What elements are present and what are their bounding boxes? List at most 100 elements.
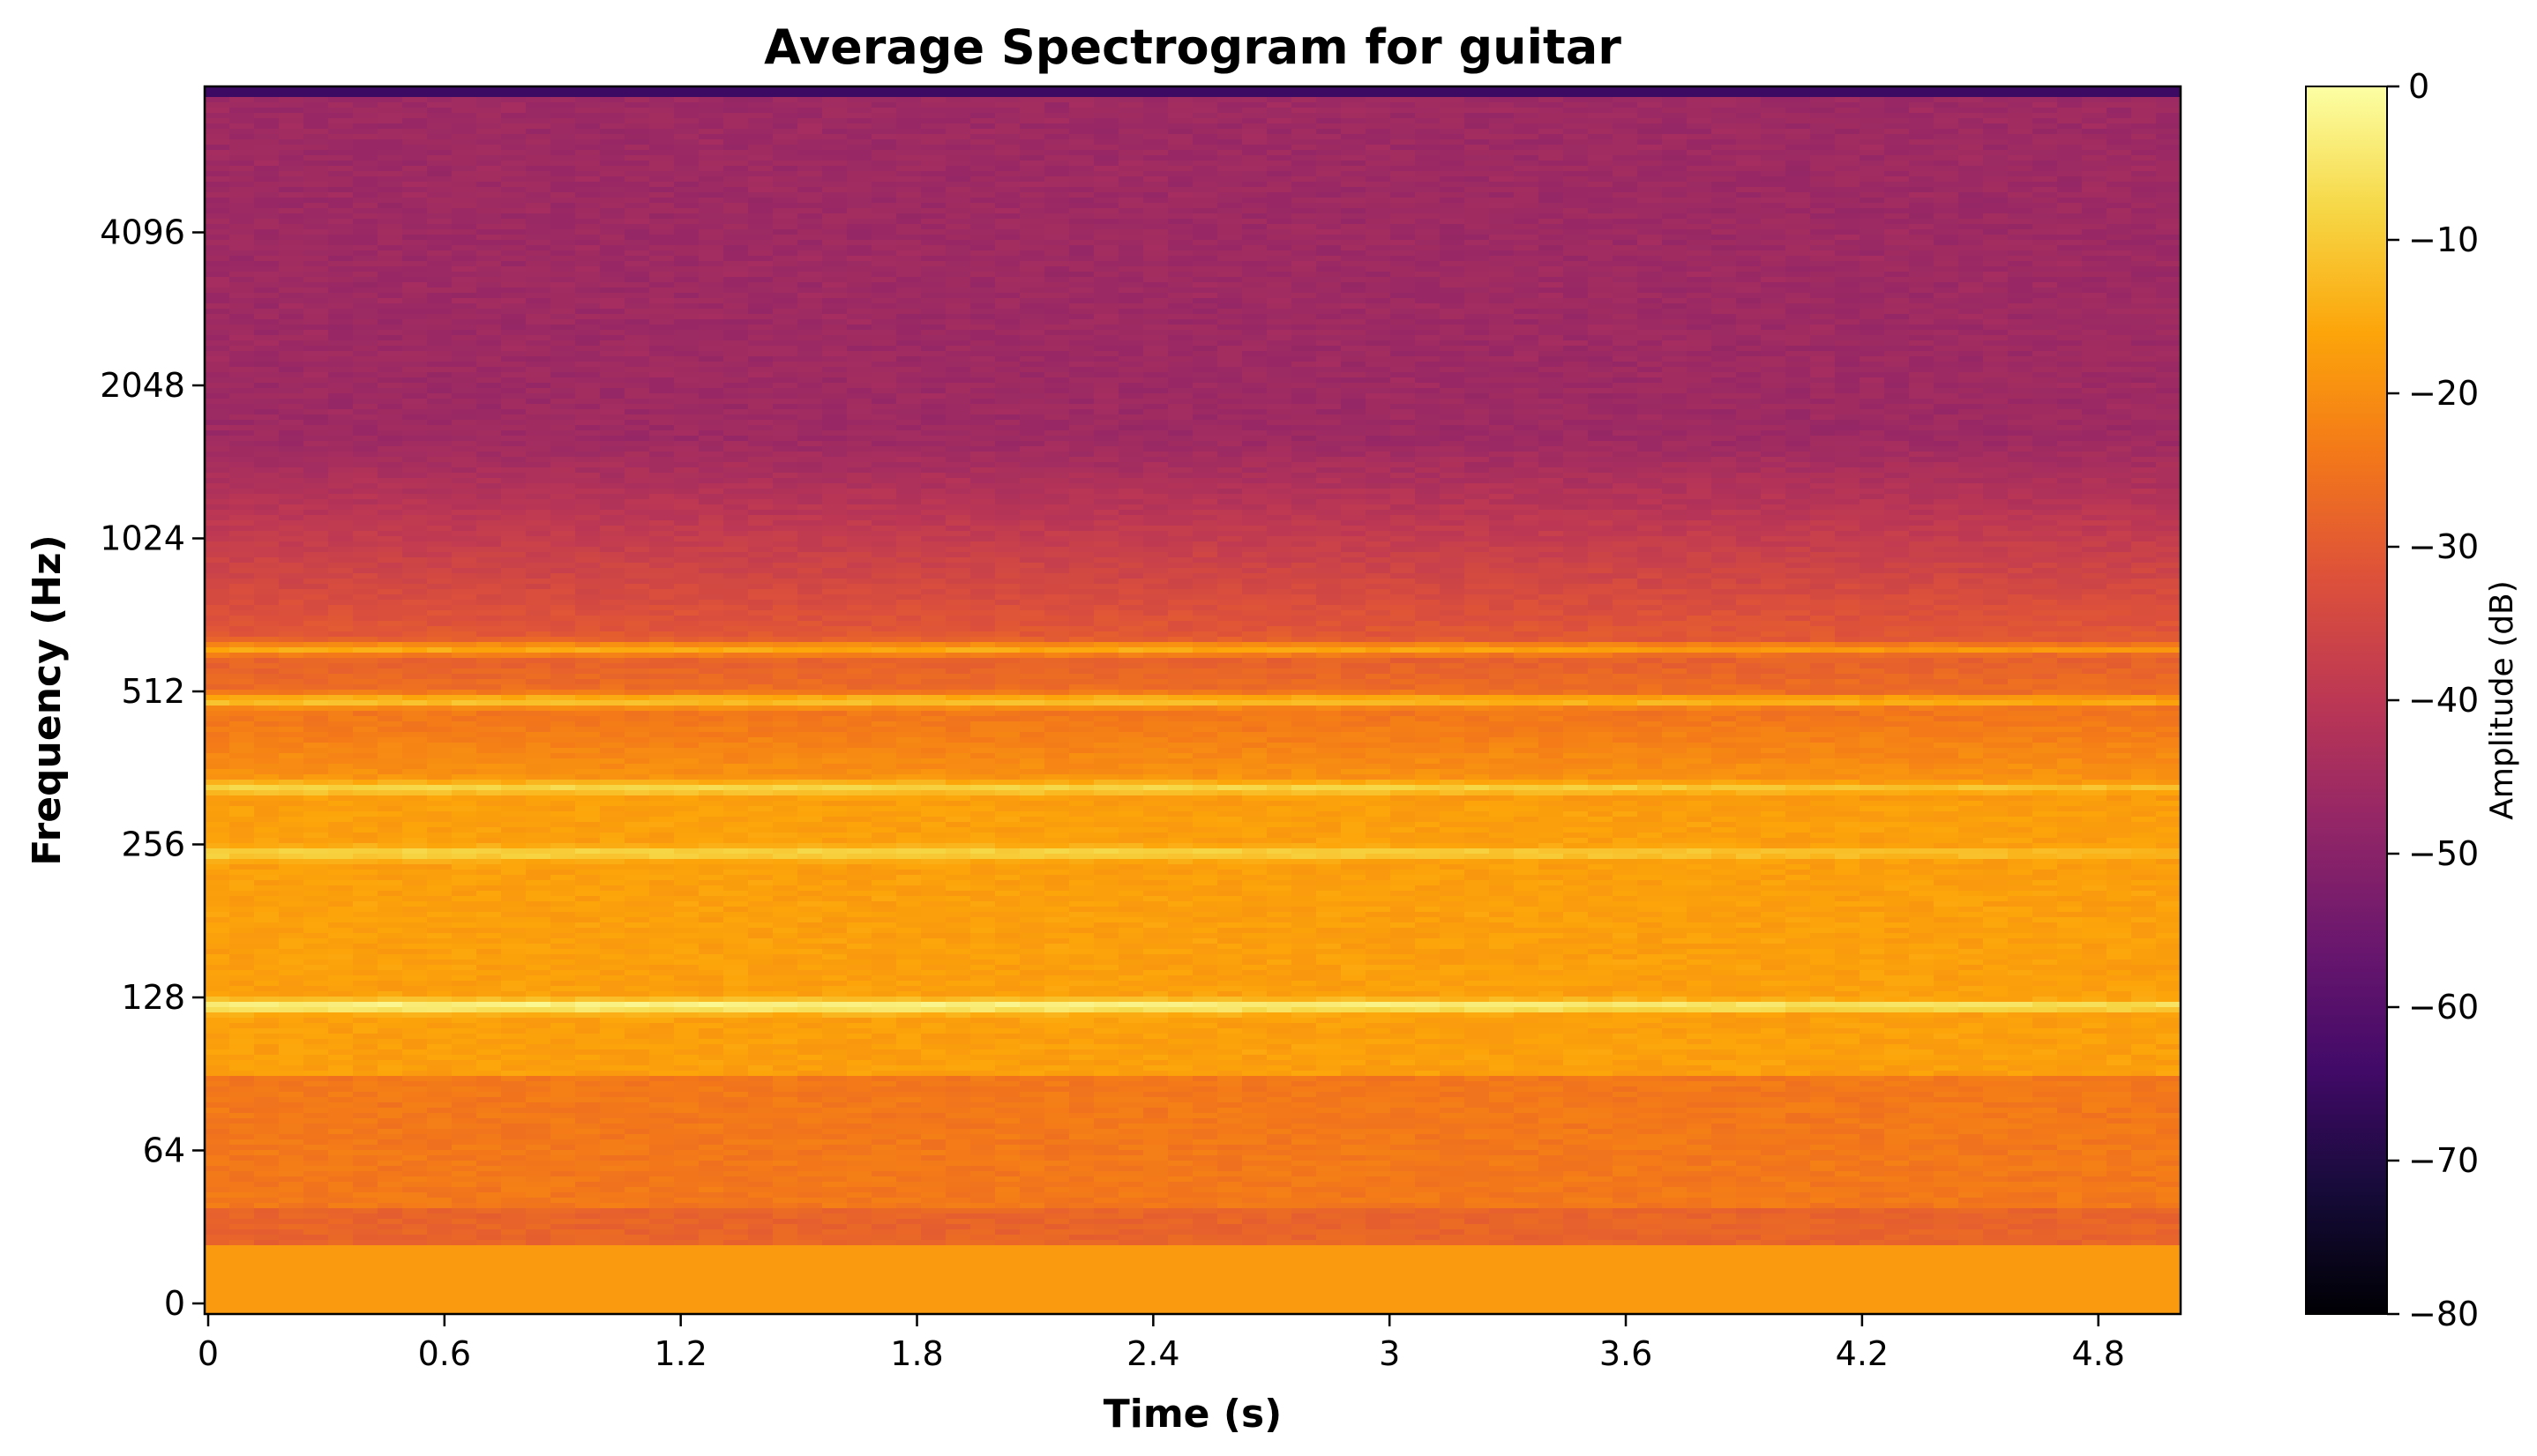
heatmap-cell	[1588, 383, 1613, 389]
heatmap-cell	[279, 118, 304, 124]
heatmap-cell	[1662, 224, 1688, 230]
heatmap-cell	[773, 235, 798, 241]
heatmap-cell	[550, 213, 576, 220]
heatmap-cell	[896, 346, 922, 352]
heatmap-cell	[1934, 108, 1959, 114]
heatmap-cell	[1637, 113, 1663, 119]
heatmap-cell	[1464, 356, 1490, 362]
heatmap-cell	[797, 293, 823, 299]
heatmap-cell	[2131, 171, 2157, 177]
heatmap-cell	[699, 346, 724, 352]
heatmap-cell	[1637, 208, 1663, 214]
heatmap-cell	[427, 393, 453, 399]
heatmap-cell	[1934, 346, 1959, 352]
heatmap-cell	[1637, 192, 1663, 198]
heatmap-cell	[1637, 129, 1663, 135]
heatmap-cell	[970, 166, 996, 172]
heatmap-cell	[1588, 388, 1613, 394]
heatmap-cell	[1637, 92, 1663, 98]
heatmap-cell	[1909, 351, 1935, 357]
heatmap-cell	[353, 102, 378, 108]
heatmap-cell	[896, 303, 922, 310]
heatmap-cell	[2156, 134, 2181, 140]
heatmap-cell	[1415, 330, 1441, 336]
heatmap-cell	[1366, 383, 1391, 389]
heatmap-cell	[2057, 134, 2083, 140]
heatmap-cell	[2107, 97, 2132, 103]
heatmap-cell	[526, 166, 551, 172]
heatmap-cell	[699, 287, 724, 294]
heatmap-cell	[353, 325, 378, 331]
heatmap-cell	[229, 256, 255, 262]
heatmap-cell	[550, 256, 576, 262]
heatmap-cell	[1020, 208, 1045, 214]
heatmap-cell	[254, 213, 280, 220]
heatmap-cell	[1316, 356, 1342, 362]
heatmap-cell	[1687, 266, 1712, 273]
heatmap-cell	[1316, 171, 1342, 177]
heatmap-cell	[1193, 139, 1218, 146]
heatmap-cell	[328, 414, 354, 421]
heatmap-cell	[1909, 108, 1935, 114]
heatmap-cell	[229, 409, 255, 415]
heatmap-cell	[303, 309, 329, 315]
heatmap-cell	[575, 298, 601, 304]
heatmap-cell	[1119, 129, 1144, 135]
heatmap-cell	[921, 319, 947, 325]
heatmap-cell	[1464, 219, 1490, 225]
heatmap-cell	[2131, 113, 2157, 119]
heatmap-cell	[1044, 108, 1070, 114]
heatmap-cell	[1291, 377, 1317, 384]
heatmap-cell	[995, 277, 1021, 283]
heatmap-cell	[328, 245, 354, 251]
heatmap-cell	[526, 134, 551, 140]
heatmap-cell	[328, 208, 354, 214]
heatmap-cell	[1415, 187, 1441, 193]
heatmap-cell	[2107, 123, 2132, 130]
heatmap-cell	[254, 399, 280, 405]
heatmap-cell	[1242, 266, 1268, 273]
heatmap-cell	[1291, 108, 1317, 114]
heatmap-cell	[2156, 330, 2181, 336]
heatmap-cell	[970, 298, 996, 304]
heatmap-cell	[649, 314, 675, 320]
heatmap-cell	[872, 414, 897, 421]
heatmap-cell	[674, 319, 700, 325]
heatmap-cell	[1588, 240, 1613, 246]
heatmap-cell	[625, 245, 650, 251]
heatmap-cell	[1390, 150, 1416, 156]
heatmap-cell	[1316, 346, 1342, 352]
heatmap-cell	[1736, 377, 1762, 384]
heatmap-cell	[1291, 282, 1317, 288]
heatmap-cell	[575, 139, 601, 146]
heatmap-cell	[254, 356, 280, 362]
heatmap-cell	[1094, 92, 1119, 98]
heatmap-cell	[600, 219, 625, 225]
heatmap-cell	[2131, 102, 2157, 108]
heatmap-cell	[501, 409, 527, 415]
heatmap-cell	[1860, 319, 1885, 325]
heatmap-cell	[1761, 240, 1786, 246]
heatmap-cell	[1094, 235, 1119, 241]
heatmap-cell	[427, 235, 453, 241]
heatmap-cell	[328, 272, 354, 278]
heatmap-cell	[2008, 102, 2033, 108]
heatmap-cell	[1983, 86, 2009, 93]
heatmap-cell	[946, 309, 971, 315]
heatmap-cell	[279, 266, 304, 273]
heatmap-cell	[427, 266, 453, 273]
heatmap-cell	[1538, 224, 1564, 230]
heatmap-cell	[649, 367, 675, 373]
heatmap-cell	[1785, 356, 1811, 362]
heatmap-cell	[1761, 256, 1786, 262]
heatmap-cell	[1168, 335, 1194, 341]
heatmap-cell	[1464, 298, 1490, 304]
heatmap-cell	[872, 309, 897, 315]
heatmap-cell	[970, 367, 996, 373]
heatmap-cell	[2131, 155, 2157, 161]
heatmap-cell	[1291, 240, 1317, 246]
heatmap-cell	[1044, 409, 1070, 415]
heatmap-cell	[1687, 277, 1712, 283]
heatmap-cell	[1860, 235, 1885, 241]
